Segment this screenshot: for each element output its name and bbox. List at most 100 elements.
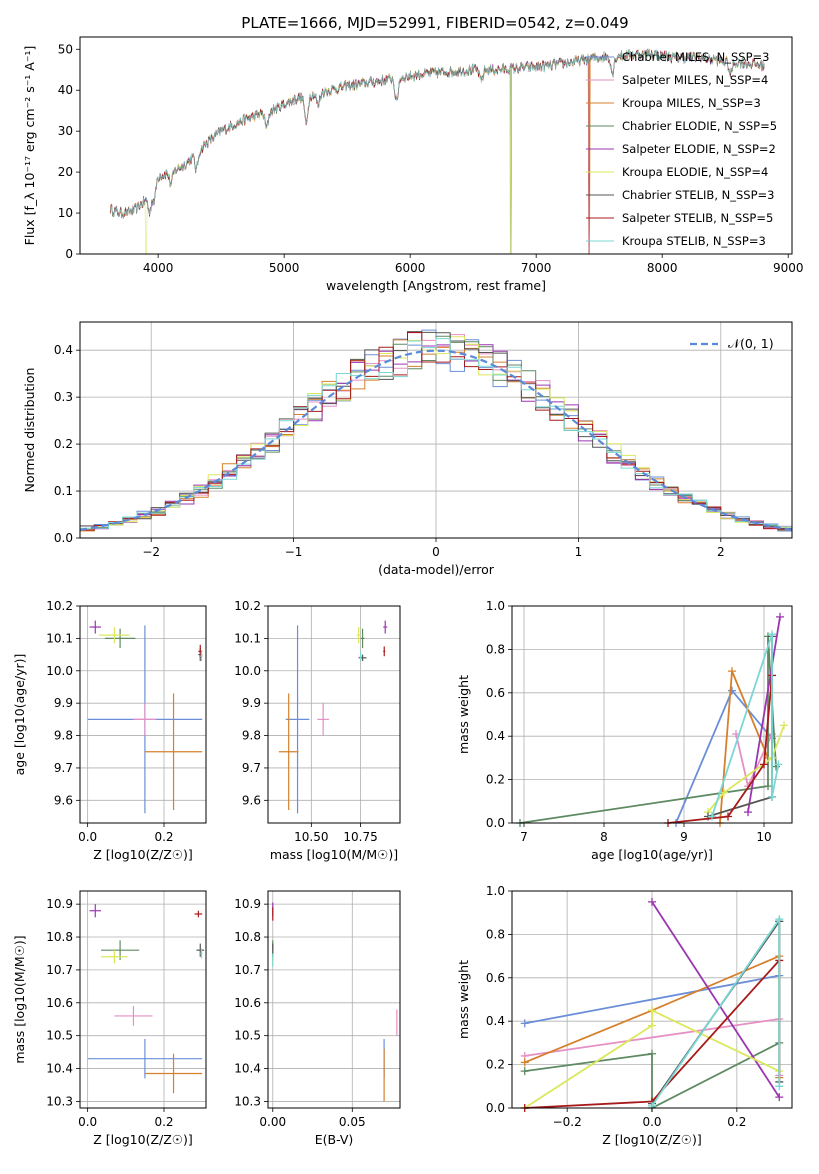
y-tick-label: 9.9 bbox=[54, 696, 73, 710]
x-tick-label: 8 bbox=[600, 830, 608, 844]
y-tick-label: 9.6 bbox=[54, 793, 73, 807]
y-axis-label: Flux [f_λ 10⁻¹⁷ erg cm⁻² s⁻¹ A⁻¹] bbox=[22, 46, 37, 246]
y-tick-label: 10.8 bbox=[46, 930, 73, 944]
y-tick-label: 10.9 bbox=[46, 897, 73, 911]
grid bbox=[268, 891, 400, 1108]
y-tick-label: 9.7 bbox=[54, 761, 73, 775]
grid bbox=[80, 605, 206, 823]
residuals-panel: −2 −1 0 1 2 0.0 0.1 0.2 0.3 0.4 (data-model)/error… bbox=[22, 321, 793, 577]
y-tick-label: 0.4 bbox=[486, 1014, 505, 1028]
x-tick-label: 5000 bbox=[269, 261, 300, 275]
weight-marker bbox=[768, 630, 776, 639]
x-tick-label: 4000 bbox=[143, 261, 174, 275]
weight-marker bbox=[744, 808, 752, 817]
axes-frame bbox=[267, 890, 401, 1109]
x-axis-label: Z [log10(Z/Z☉)] bbox=[93, 1132, 193, 1147]
y-tick-label: 0.0 bbox=[486, 1101, 505, 1115]
y-tick-label: 40 bbox=[58, 83, 73, 97]
y-tick-label: 0.1 bbox=[54, 484, 73, 498]
x-tick-label: 0.0 bbox=[642, 1115, 661, 1129]
axes-frame bbox=[79, 321, 793, 539]
y-tick-label: 30 bbox=[58, 124, 73, 138]
y-tick-label: 9.6 bbox=[242, 793, 261, 807]
weight-line bbox=[651, 916, 781, 1107]
y-tick-label: 10.5 bbox=[46, 1029, 73, 1043]
error-point bbox=[144, 1053, 203, 1094]
y-tick-label: 0.2 bbox=[486, 773, 505, 787]
x-tick-label: 0.2 bbox=[154, 830, 173, 844]
legend-entry: Salpeter STELIB, N_SSP=5 bbox=[622, 211, 773, 225]
weight-marker bbox=[775, 1082, 784, 1091]
error-point bbox=[99, 627, 130, 644]
y-tick-label: 10.1 bbox=[234, 631, 261, 645]
weight-marker bbox=[520, 1067, 529, 1076]
legend-entry: Salpeter MILES, N_SSP=4 bbox=[622, 73, 768, 87]
weight-line bbox=[711, 633, 780, 817]
error-point bbox=[200, 948, 203, 959]
x-tick-label: −1 bbox=[285, 545, 303, 559]
weight-marker bbox=[775, 1093, 784, 1102]
x-tick-label: 0 bbox=[432, 545, 440, 559]
grid bbox=[80, 891, 206, 1108]
x-tick-label: 0.00 bbox=[259, 1115, 286, 1129]
legend-entry: Chabrier ELODIE, N_SSP=5 bbox=[622, 119, 777, 133]
x-axis-label: E(B-V) bbox=[315, 1132, 354, 1147]
x-axis-label: (data-model)/error bbox=[378, 562, 495, 577]
error-point bbox=[356, 627, 361, 644]
axes-frame bbox=[511, 605, 793, 824]
weight-line bbox=[519, 636, 777, 824]
y-axis-label: mass [log10(M/M☉)] bbox=[12, 935, 27, 1063]
x-axis-label: Z [log10(Z/Z☉)] bbox=[602, 1132, 702, 1147]
weight-marker bbox=[724, 812, 732, 821]
weight-marker bbox=[728, 667, 736, 676]
weight-marker bbox=[760, 760, 768, 769]
plot-area bbox=[79, 329, 793, 538]
error-point bbox=[383, 620, 388, 634]
mass-vs-ebv-panel: 0.00 0.05 10.3 10.4 10.5 10.6 10.7 10.8 10.9 E(B-… bbox=[234, 890, 401, 1147]
weight-vs-age-panel: 7 8 9 10 0.0 0.2 0.4 0.6 0.8 1.0 age [log10(age/yr… bbox=[456, 599, 793, 862]
y-tick-label: 10.2 bbox=[234, 599, 261, 613]
weight-marker bbox=[728, 686, 736, 695]
weight-vs-z-panel: −0.2 0.0 0.2 0.0 0.2 0.4 0.6 0.8 1.0 Z [log10(Z/Z… bbox=[456, 884, 793, 1147]
y-tick-label: 10.7 bbox=[46, 963, 73, 977]
y-tick-label: 0.8 bbox=[486, 927, 505, 941]
legend-entry: Kroupa ELODIE, N_SSP=4 bbox=[622, 165, 768, 179]
x-tick-label: 10.50 bbox=[294, 830, 328, 844]
error-point bbox=[194, 910, 203, 918]
error-point bbox=[101, 950, 128, 964]
legend-entry: Kroupa STELIB, N_SSP=3 bbox=[622, 234, 766, 248]
x-tick-label: 6000 bbox=[395, 261, 426, 275]
y-tick-label: 10.9 bbox=[234, 897, 261, 911]
weight-marker bbox=[520, 1019, 529, 1028]
plot-area bbox=[87, 904, 205, 1094]
plot-area bbox=[516, 612, 788, 827]
weight-marker bbox=[520, 1058, 529, 1067]
x-tick-label: 0.0 bbox=[78, 1115, 97, 1129]
y-tick-label: 9.7 bbox=[242, 761, 261, 775]
error-point bbox=[383, 646, 386, 657]
axes-frame bbox=[79, 605, 207, 824]
y-tick-label: 0.8 bbox=[486, 642, 505, 656]
axes-frame bbox=[267, 605, 401, 824]
plot-area bbox=[278, 620, 388, 814]
y-axis-label: age [log10(age/yr)] bbox=[12, 654, 27, 776]
legend-entry: Kroupa MILES, N_SSP=3 bbox=[622, 96, 761, 110]
y-axis-label: mass weight bbox=[456, 960, 471, 1039]
spectrum-line bbox=[109, 49, 765, 218]
axes-frame bbox=[79, 36, 793, 255]
legend-entry: Chabrier MILES, N_SSP=3 bbox=[622, 50, 769, 64]
plot-area bbox=[109, 48, 765, 255]
x-tick-label: 9 bbox=[680, 830, 688, 844]
error-point bbox=[144, 693, 203, 811]
x-axis-label: wavelength [Angstrom, rest frame] bbox=[326, 278, 546, 293]
x-tick-label: 1 bbox=[575, 545, 583, 559]
y-tick-label: 0.4 bbox=[486, 729, 505, 743]
x-tick-label: 0.0 bbox=[78, 830, 97, 844]
spectrum-line bbox=[109, 50, 765, 255]
x-tick-label: 7 bbox=[520, 830, 528, 844]
axes-frame bbox=[511, 890, 793, 1109]
age-vs-z-panel: 0.0 0.2 9.6 9.7 9.8 9.9 10.0 10.1 10.2 Z [log10(Z… bbox=[12, 599, 207, 862]
x-axis-label: mass [log10(M/M☉)] bbox=[270, 847, 398, 862]
y-tick-label: 10.2 bbox=[46, 599, 73, 613]
y-tick-label: 10.0 bbox=[46, 664, 73, 678]
